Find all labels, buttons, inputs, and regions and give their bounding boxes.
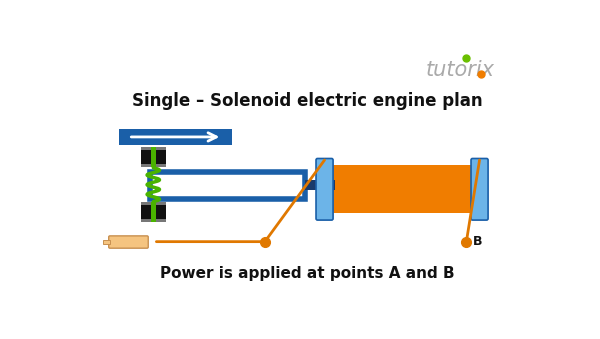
Text: B: B (472, 235, 482, 248)
Bar (141, 202, 166, 205)
Bar (151, 202, 155, 222)
Text: Power is applied at points A and B: Power is applied at points A and B (160, 266, 455, 281)
FancyBboxPatch shape (316, 159, 333, 220)
Bar (150, 172, 305, 199)
FancyBboxPatch shape (471, 159, 488, 220)
Text: A: A (134, 235, 144, 248)
Bar (141, 147, 166, 167)
Bar (141, 219, 166, 222)
Bar (141, 147, 166, 150)
Bar (141, 202, 166, 222)
Bar (119, 129, 232, 145)
Bar (103, 240, 110, 244)
Text: Single – Solenoid electric engine plan: Single – Solenoid electric engine plan (132, 92, 483, 110)
Bar (305, 180, 335, 191)
Bar (141, 164, 166, 167)
Bar (151, 147, 155, 167)
Bar (331, 165, 474, 213)
FancyBboxPatch shape (109, 236, 148, 248)
Text: tutorix: tutorix (425, 60, 494, 80)
